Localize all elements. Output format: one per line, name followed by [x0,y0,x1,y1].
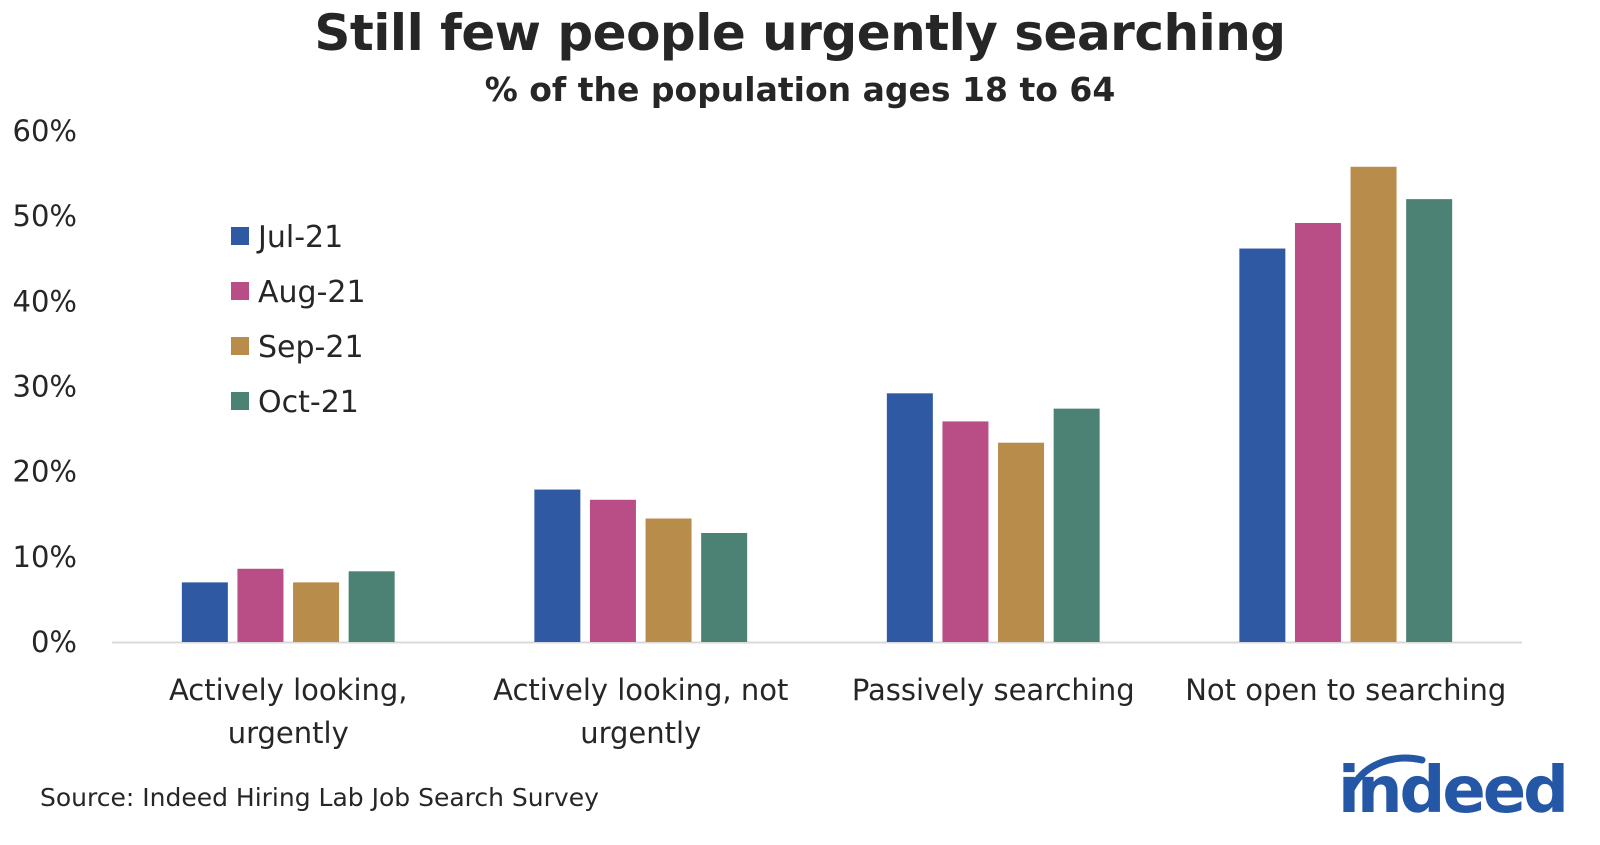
logo-wordmark: indeed [1338,754,1569,828]
legend-label: Jul-21 [256,220,343,255]
x-tick-label: Not open to searching [1185,673,1506,707]
chart-subtitle: % of the population ages 18 to 64 [484,70,1116,109]
legend-label: Aug-21 [258,275,366,310]
x-tick-label: urgently [228,716,349,750]
legend-swatch [231,282,249,300]
bar [181,582,228,642]
bar [237,568,284,642]
source-note: Source: Indeed Hiring Lab Job Search Sur… [40,783,599,812]
bar [701,532,748,642]
bar [589,499,636,642]
bar [1350,166,1397,642]
bar [645,518,692,642]
bar [293,582,340,642]
y-tick-label: 40% [13,284,77,318]
bar [1053,408,1100,642]
bar [1239,248,1286,642]
chart-title: Still few people urgently searching [314,4,1286,62]
indeed-logo: indeed [1338,748,1588,838]
x-tick-label: Actively looking, not [493,673,788,707]
y-tick-label: 0% [31,625,77,659]
bar [942,421,989,642]
legend-label: Oct-21 [258,385,359,420]
bar [534,489,581,642]
bar [1294,222,1341,643]
y-tick-label: 50% [13,199,77,233]
x-tick-label: Actively looking, [169,673,408,707]
bar [348,571,395,642]
bar [998,442,1045,642]
y-tick-label: 10% [13,540,77,574]
logo-arc-icon [1348,754,1426,792]
y-tick-label: 60% [13,114,77,148]
legend-swatch [231,392,249,410]
x-tick-label: Passively searching [852,673,1135,707]
legend-swatch [231,337,249,355]
legend-label: Sep-21 [258,330,364,365]
legend-swatch [231,227,249,245]
bar [886,393,933,642]
y-tick-label: 30% [13,370,77,404]
y-tick-label: 20% [13,455,77,489]
bar [1406,199,1453,642]
x-tick-label: urgently [580,716,701,750]
